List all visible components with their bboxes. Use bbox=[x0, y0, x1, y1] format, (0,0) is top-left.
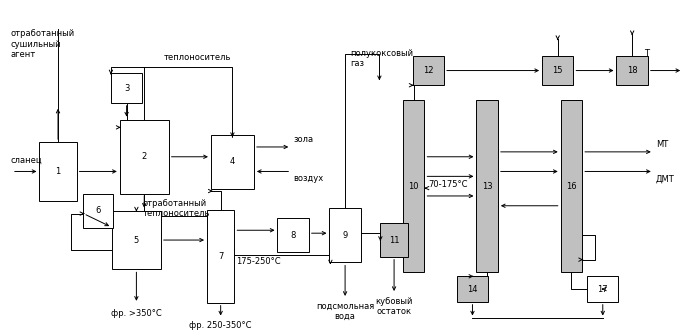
Text: 10: 10 bbox=[408, 182, 419, 191]
Text: кубовый
остаток: кубовый остаток bbox=[375, 297, 413, 316]
Bar bbox=[456, 276, 488, 302]
Text: фр. >350°C: фр. >350°C bbox=[111, 308, 161, 318]
Bar bbox=[207, 210, 234, 303]
Text: фр. 250-350°C: фр. 250-350°C bbox=[189, 321, 252, 330]
Bar bbox=[477, 100, 498, 272]
Text: 6: 6 bbox=[96, 206, 101, 215]
Text: 70-175°C: 70-175°C bbox=[428, 180, 468, 189]
Text: отработанный
теплоноситель: отработанный теплоноситель bbox=[143, 199, 210, 218]
Bar bbox=[39, 142, 77, 201]
Text: отработанный
сушильный
агент: отработанный сушильный агент bbox=[10, 29, 74, 59]
Bar bbox=[112, 211, 161, 269]
Text: 14: 14 bbox=[467, 285, 477, 294]
Bar bbox=[617, 56, 648, 85]
Text: 11: 11 bbox=[389, 236, 399, 245]
Bar bbox=[329, 208, 361, 262]
Text: 18: 18 bbox=[627, 66, 637, 75]
Text: 8: 8 bbox=[291, 231, 296, 240]
Bar bbox=[587, 276, 619, 302]
Text: теплоноситель: теплоноситель bbox=[164, 53, 231, 62]
Bar bbox=[542, 56, 573, 85]
Text: 12: 12 bbox=[423, 66, 433, 75]
Text: 3: 3 bbox=[124, 84, 129, 93]
Bar bbox=[403, 100, 424, 272]
Text: 1: 1 bbox=[55, 167, 61, 176]
Bar bbox=[211, 135, 254, 189]
Text: 16: 16 bbox=[566, 182, 577, 191]
Text: полукоксовый
газ: полукоксовый газ bbox=[350, 49, 413, 69]
Text: 7: 7 bbox=[218, 252, 224, 261]
Text: 4: 4 bbox=[230, 157, 235, 166]
Bar bbox=[278, 218, 309, 252]
Text: 175-250°C: 175-250°C bbox=[236, 257, 281, 266]
Text: подсмольная
вода: подсмольная вода bbox=[316, 302, 374, 321]
Text: 13: 13 bbox=[482, 182, 493, 191]
Bar bbox=[83, 194, 113, 228]
Text: Т: Т bbox=[644, 49, 649, 58]
Text: ДМТ: ДМТ bbox=[656, 174, 675, 183]
Bar bbox=[380, 223, 408, 257]
Bar bbox=[412, 56, 444, 85]
Text: 5: 5 bbox=[134, 236, 139, 245]
Bar bbox=[561, 100, 582, 272]
Text: МТ: МТ bbox=[656, 140, 668, 149]
Text: зола: зола bbox=[293, 135, 313, 144]
Text: 15: 15 bbox=[552, 66, 563, 75]
Bar bbox=[111, 73, 143, 103]
Text: 17: 17 bbox=[598, 285, 608, 294]
Text: 2: 2 bbox=[142, 152, 147, 161]
Bar bbox=[120, 120, 168, 194]
Text: 9: 9 bbox=[343, 231, 347, 240]
Text: сланец: сланец bbox=[10, 156, 42, 165]
Text: воздух: воздух bbox=[293, 174, 324, 183]
